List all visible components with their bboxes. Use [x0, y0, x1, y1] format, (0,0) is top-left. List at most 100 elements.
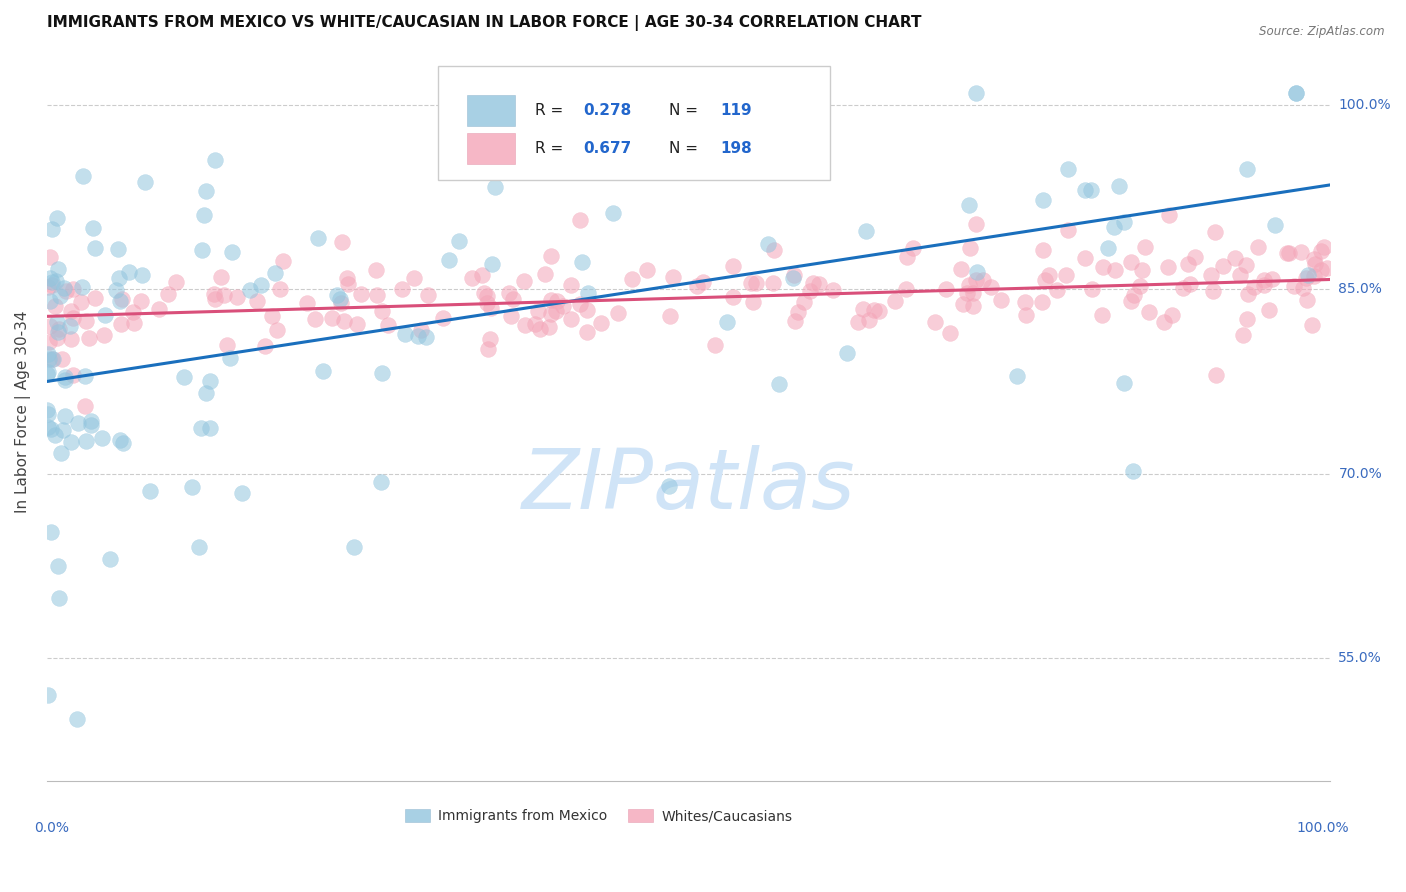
Point [1156, 260, 1178, 275]
Point [41, 222, 63, 236]
Point [406, 329, 429, 343]
Point [221, 244, 243, 259]
Point [990, 293, 1012, 308]
Point [472, 285, 495, 300]
Point [35, 367, 58, 381]
Point [980, 280, 1002, 294]
Point [187, 540, 209, 554]
Point [527, 304, 550, 318]
Point [477, 289, 499, 303]
Point [1223, 251, 1246, 265]
Point [1161, 308, 1184, 322]
Point [1292, 280, 1315, 294]
Point [529, 322, 551, 336]
Point [533, 267, 555, 281]
Point [1253, 273, 1275, 287]
Bar [467, 133, 515, 164]
Point [226, 290, 249, 304]
Point [38, 334, 60, 349]
Point [762, 276, 785, 290]
Point [962, 285, 984, 300]
Point [1296, 293, 1319, 308]
Point [1112, 215, 1135, 229]
Point [217, 338, 239, 352]
Point [1074, 183, 1097, 197]
Point [138, 483, 160, 498]
Point [1031, 294, 1053, 309]
Point [65, 712, 87, 726]
Point [370, 304, 392, 318]
Point [763, 244, 786, 258]
Point [517, 111, 540, 125]
Point [59, 304, 82, 318]
Point [1092, 260, 1115, 275]
Point [952, 297, 974, 311]
Point [391, 282, 413, 296]
Point [1129, 279, 1152, 293]
Point [38, 293, 60, 308]
Point [297, 296, 319, 310]
Text: 85.0%: 85.0% [1339, 283, 1382, 296]
Point [93, 327, 115, 342]
Point [957, 197, 980, 211]
Point [173, 370, 195, 384]
Point [479, 301, 502, 315]
Text: ZIPatlas: ZIPatlas [522, 445, 855, 526]
Text: R =: R = [534, 141, 568, 156]
Point [1302, 269, 1324, 284]
Point [1199, 268, 1222, 282]
Point [1310, 263, 1333, 277]
Point [949, 261, 972, 276]
Point [544, 303, 567, 318]
Point [956, 285, 979, 300]
Point [48, 322, 70, 336]
Point [181, 480, 204, 494]
Point [194, 386, 217, 401]
Point [37, 347, 59, 361]
Point [1119, 254, 1142, 268]
Point [62, 368, 84, 383]
Point [1236, 161, 1258, 176]
Point [568, 296, 591, 310]
Point [437, 159, 460, 173]
Point [479, 333, 502, 347]
Legend: Immigrants from Mexico, Whites/Caucasians: Immigrants from Mexico, Whites/Caucasian… [399, 804, 799, 829]
Point [84, 241, 107, 255]
Point [1153, 315, 1175, 329]
Point [165, 275, 187, 289]
Point [122, 304, 145, 318]
Y-axis label: In Labor Force | Age 30-34: In Labor Force | Age 30-34 [15, 311, 31, 514]
Point [515, 318, 537, 332]
Point [965, 86, 987, 100]
Point [524, 317, 547, 331]
Point [41, 277, 63, 292]
Point [94, 308, 117, 322]
Point [108, 433, 131, 447]
Point [70, 280, 93, 294]
Point [350, 287, 373, 301]
Point [1081, 282, 1104, 296]
Point [336, 271, 359, 285]
Point [576, 285, 599, 300]
Point [1295, 271, 1317, 285]
Text: 100.0%: 100.0% [1296, 822, 1350, 835]
Point [1056, 162, 1078, 177]
Text: 119: 119 [721, 103, 752, 119]
Point [330, 235, 353, 250]
Point [91, 431, 114, 445]
Point [935, 282, 957, 296]
Point [835, 346, 858, 360]
Point [540, 293, 562, 308]
Point [112, 435, 135, 450]
Point [39, 524, 62, 539]
Point [80, 413, 103, 427]
Point [394, 327, 416, 342]
Point [437, 253, 460, 268]
Point [110, 317, 132, 331]
Point [266, 323, 288, 337]
Point [53, 370, 76, 384]
Point [44, 427, 66, 442]
Point [269, 282, 291, 296]
Point [148, 302, 170, 317]
Point [37, 688, 59, 702]
